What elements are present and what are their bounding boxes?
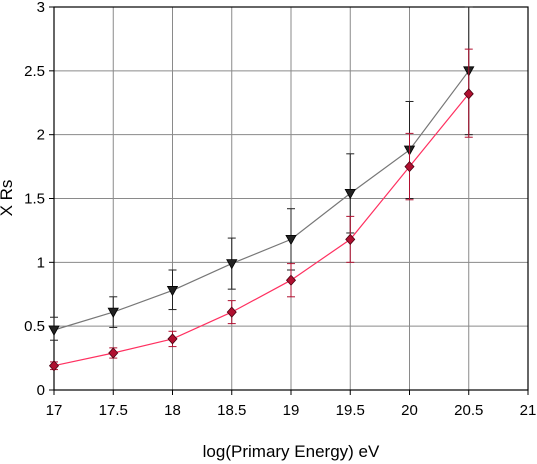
data-point — [48, 325, 60, 336]
data-point — [285, 234, 297, 246]
grid-lines — [53, 6, 529, 391]
y-axis-ticks: 0 0.5 1 1.5 2 2.5 3 — [24, 0, 54, 399]
data-point — [166, 286, 179, 297]
series-line — [53, 70, 470, 331]
data-point — [107, 307, 119, 318]
series-1 — [48, 6, 475, 341]
x-tick-label: 19.5 — [336, 402, 365, 419]
x-tick-label: 21 — [520, 402, 537, 419]
series-line — [53, 93, 470, 367]
y-tick-label: 3 — [37, 0, 45, 16]
data-point — [108, 347, 119, 359]
series-layer — [48, 6, 475, 372]
y-tick-label: 0.5 — [24, 318, 45, 335]
y-tick-label: 2 — [37, 127, 45, 144]
x-tick-label: 17.5 — [99, 402, 128, 419]
y-tick-label: 2.5 — [24, 63, 45, 80]
data-point — [226, 259, 238, 270]
data-point — [285, 274, 297, 286]
x-tick-label: 17 — [46, 402, 63, 419]
y-tick-label: 0 — [37, 382, 45, 399]
x-axis-ticks: 17 17.5 18 18.5 19 19.5 20 20.5 21 — [46, 390, 537, 419]
series-2 — [48, 48, 474, 372]
x-tick-label: 18 — [164, 402, 181, 419]
y-tick-label: 1.5 — [24, 191, 45, 208]
x-tick-label: 19 — [283, 402, 300, 419]
y-axis-title: X Rs — [0, 180, 16, 217]
data-point — [404, 160, 415, 173]
data-point — [167, 333, 178, 345]
x-axis-title: log(Primary Energy) eV — [203, 442, 380, 461]
data-point — [226, 306, 237, 318]
x-tick-label: 20 — [401, 402, 418, 419]
data-point — [344, 188, 356, 200]
x-tick-label: 18.5 — [217, 402, 246, 419]
y-tick-label: 1 — [37, 254, 45, 271]
data-point — [48, 360, 60, 372]
data-point — [463, 88, 474, 100]
data-point — [345, 233, 356, 245]
x-tick-label: 20.5 — [454, 402, 483, 419]
